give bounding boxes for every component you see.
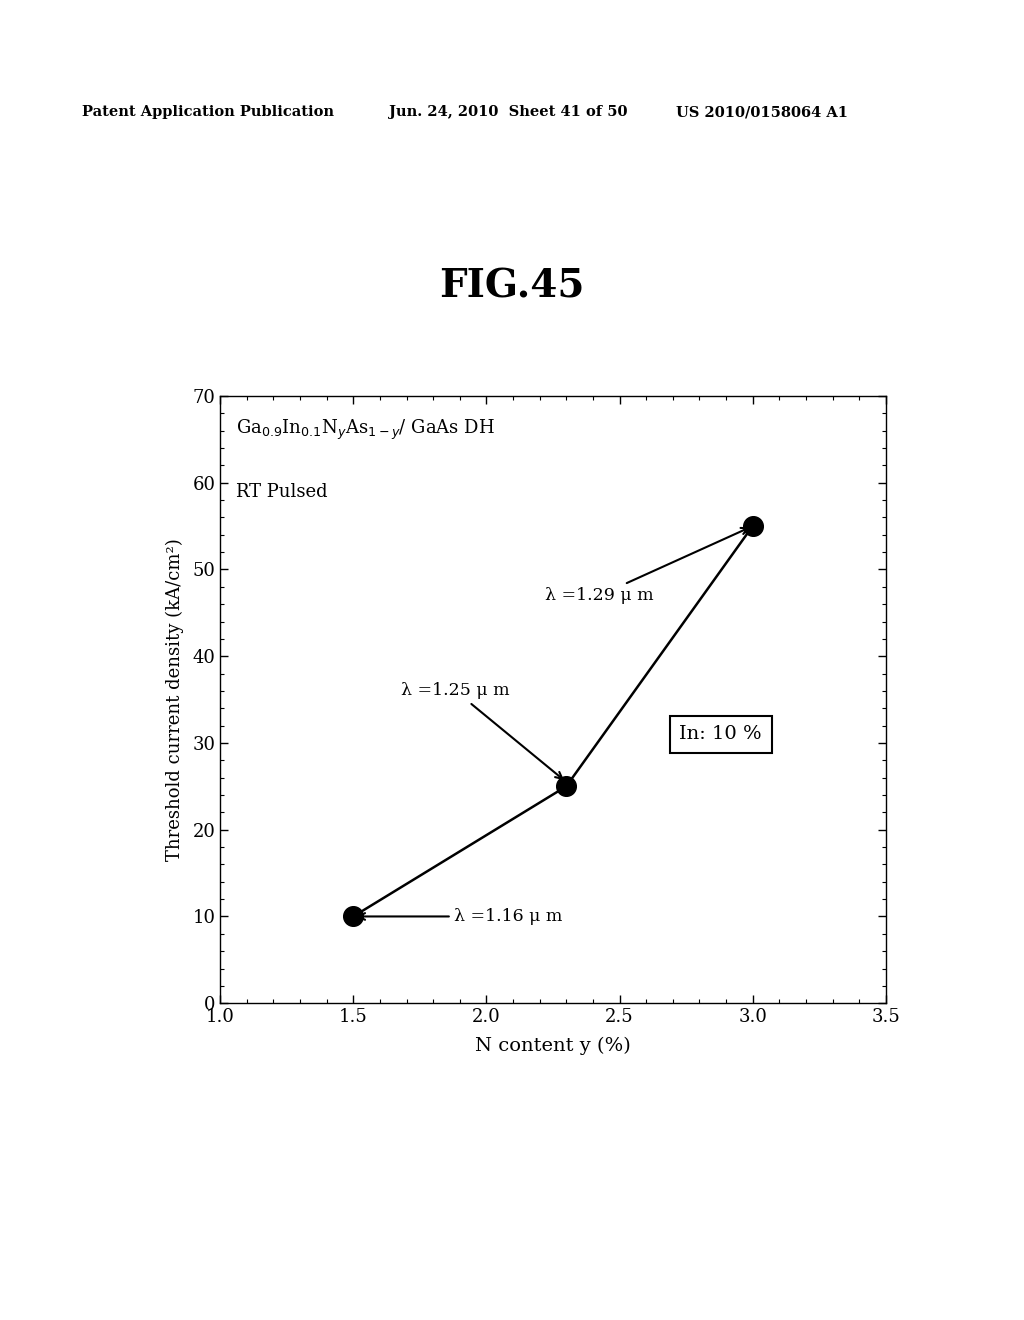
Text: Patent Application Publication: Patent Application Publication: [82, 106, 334, 119]
Text: Ga$_{0.9}$In$_{0.1}$N$_y$As$_{1-y}$/ GaAs DH: Ga$_{0.9}$In$_{0.1}$N$_y$As$_{1-y}$/ GaA…: [237, 417, 495, 442]
Y-axis label: Threshold current density (kA/cm²): Threshold current density (kA/cm²): [166, 539, 184, 861]
Point: [558, 776, 574, 797]
Text: RT Pulsed: RT Pulsed: [237, 483, 328, 500]
Text: US 2010/0158064 A1: US 2010/0158064 A1: [676, 106, 848, 119]
Point: [744, 516, 761, 537]
Text: λ =1.16 μ m: λ =1.16 μ m: [358, 908, 563, 925]
Point: [345, 906, 361, 927]
Text: Jun. 24, 2010  Sheet 41 of 50: Jun. 24, 2010 Sheet 41 of 50: [389, 106, 628, 119]
Text: FIG.45: FIG.45: [439, 267, 585, 305]
Text: λ =1.29 μ m: λ =1.29 μ m: [545, 528, 748, 605]
X-axis label: N content y (%): N content y (%): [475, 1038, 631, 1056]
Text: In: 10 %: In: 10 %: [679, 725, 762, 743]
Text: λ =1.25 μ m: λ =1.25 μ m: [401, 682, 562, 779]
